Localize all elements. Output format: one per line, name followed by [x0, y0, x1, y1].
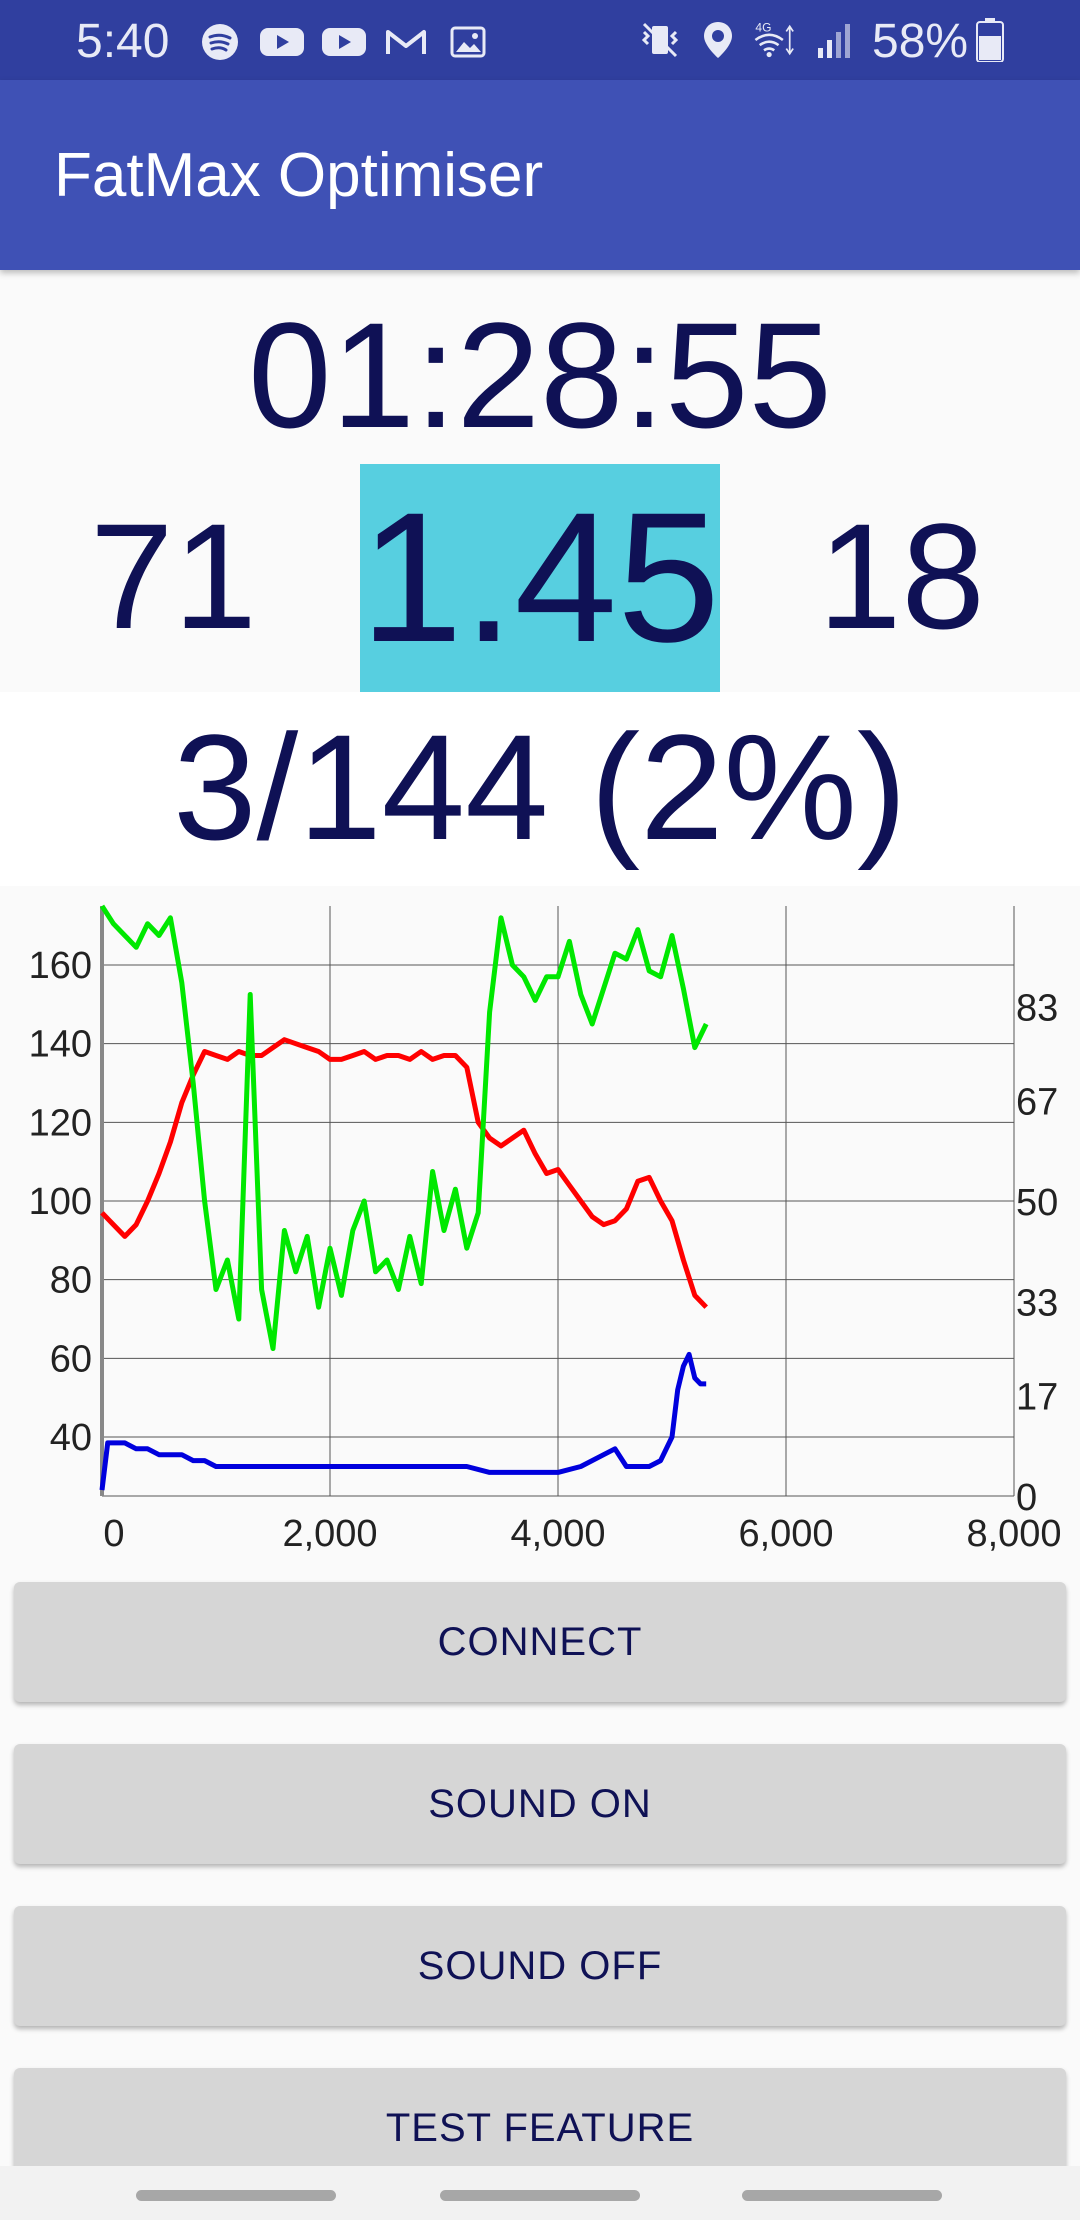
youtube-icon — [258, 18, 306, 66]
signal-icon — [810, 16, 858, 64]
connect-button[interactable]: CONNECT — [14, 1582, 1066, 1702]
y-left-tick-label: 80 — [50, 1260, 92, 1302]
app-title: FatMax Optimiser — [54, 141, 544, 210]
center-metric-value: 1.45 — [360, 464, 720, 692]
y-right-tick-label: 50 — [1016, 1182, 1058, 1224]
y-left-tick-label: 100 — [29, 1181, 92, 1223]
x-tick-label: 6,000 — [738, 1513, 833, 1555]
y-right-tick-label: 83 — [1016, 987, 1058, 1029]
x-tick-label: 8,000 — [966, 1513, 1061, 1555]
app-bar: FatMax Optimiser — [0, 80, 1080, 270]
youtube-icon — [320, 18, 368, 66]
x-tick-label: 2,000 — [282, 1513, 377, 1555]
series-line-1 — [100, 1037, 708, 1309]
y-right-tick-label: 67 — [1016, 1082, 1058, 1124]
x-tick-label: 0 — [103, 1513, 124, 1555]
y-left-tick-label: 40 — [50, 1417, 92, 1459]
notification-icons — [196, 18, 492, 66]
status-time: 5:40 — [76, 15, 170, 68]
gallery-icon — [444, 18, 492, 66]
system-icons: 4G — [636, 16, 858, 64]
y-left-tick-label: 120 — [29, 1102, 92, 1144]
sound-on-button[interactable]: SOUND ON — [14, 1744, 1066, 1864]
progress-band: 3/144 (2%) — [0, 692, 1080, 886]
series-line-3 — [99, 1351, 707, 1491]
y-right-tick-label: 17 — [1016, 1377, 1058, 1419]
wifi-4g-icon: 4G — [752, 16, 800, 64]
line-chart: 0 2,000 4,000 6,000 8,000 40 60 80 100 120 140 160 0… — [0, 886, 1080, 1566]
chart-svg: 0 2,000 4,000 6,000 8,000 40 60 80 100 120 140 160 0… — [0, 886, 1080, 1566]
progress-count: 3/144 (2%) — [173, 703, 907, 871]
battery-icon — [976, 18, 1004, 63]
nav-home-handle[interactable] — [440, 2190, 640, 2201]
vibrate-mute-icon — [636, 16, 684, 64]
nav-recents-handle[interactable] — [136, 2190, 336, 2201]
left-metric-value: 71 — [90, 492, 257, 660]
battery-percent: 58% — [872, 15, 969, 68]
y-right-tick-label: 0 — [1016, 1477, 1037, 1519]
y-left-tick-label: 160 — [29, 945, 92, 987]
spotify-icon — [196, 18, 244, 66]
status-bar: 5:40 4G 58% — [0, 0, 1080, 80]
x-tick-label: 4,000 — [510, 1513, 605, 1555]
gmail-icon — [382, 18, 430, 66]
elapsed-timer: 01:28:55 — [248, 291, 832, 459]
nav-back-handle[interactable] — [742, 2190, 942, 2201]
svg-text:4G: 4G — [755, 20, 771, 34]
y-right-tick-label: 33 — [1016, 1282, 1058, 1324]
sound-off-button[interactable]: SOUND OFF — [14, 1906, 1066, 2026]
right-metric-value: 18 — [818, 492, 985, 660]
navigation-bar — [0, 2166, 1080, 2220]
y-left-tick-label: 140 — [29, 1024, 92, 1066]
series-line-2 — [99, 904, 709, 1351]
location-icon — [694, 16, 742, 64]
y-left-tick-label: 60 — [50, 1338, 92, 1380]
metrics-row: 71 1.45 18 — [0, 464, 1080, 692]
